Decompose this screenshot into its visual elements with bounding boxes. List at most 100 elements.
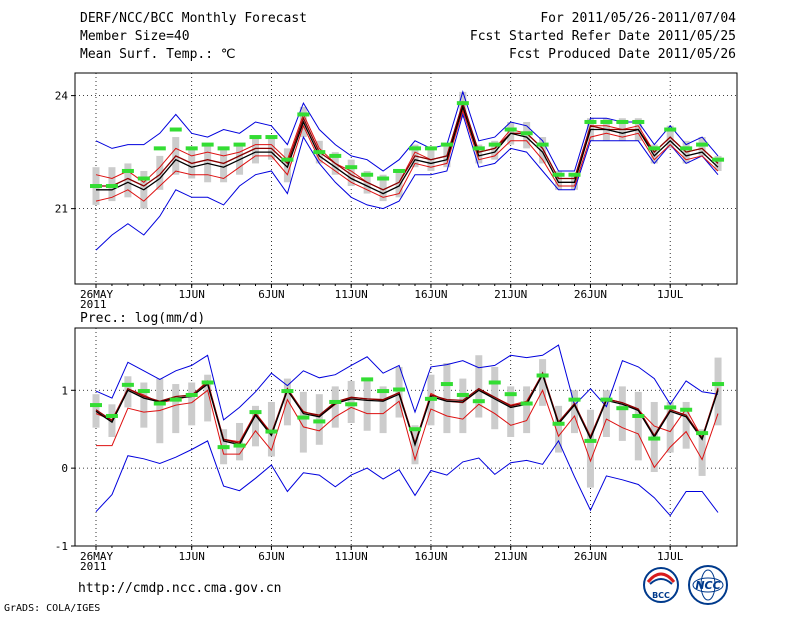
member-marker (680, 407, 693, 412)
member-marker (696, 142, 709, 147)
member-marker (424, 396, 437, 401)
member-marker (281, 157, 294, 162)
member-marker (185, 146, 198, 151)
spread-box (571, 390, 578, 434)
lower-line (95, 109, 719, 202)
ncc-logo-text: NCC (695, 579, 720, 592)
mean-line (96, 104, 719, 195)
y-tick-label: 24 (55, 90, 69, 103)
spread-box (92, 394, 100, 428)
member-marker (169, 127, 182, 132)
member-marker (297, 415, 310, 420)
member-marker (664, 127, 677, 132)
grads-credit: GrADS: COLA/IGES (4, 603, 101, 614)
member-marker (552, 172, 565, 177)
spread-box (443, 363, 451, 434)
member-marker (472, 146, 485, 151)
x-tick-label: 1JUN (178, 550, 205, 563)
spread-box (507, 386, 515, 437)
member-marker (584, 438, 597, 443)
member-marker (217, 146, 230, 151)
source-url[interactable]: http://cmdp.ncc.cma.gov.cn (78, 581, 282, 596)
member-marker (313, 150, 326, 155)
plot-frame (74, 327, 738, 547)
member-marker (680, 146, 693, 151)
member-marker (153, 146, 166, 151)
x-tick-label: 2011 (80, 560, 107, 573)
member-size: Member Size=40 (80, 29, 190, 44)
spread-box (283, 378, 291, 426)
member-marker (233, 443, 246, 448)
member-marker (472, 399, 485, 404)
x-tick-label: 1JUL (657, 550, 684, 563)
x-tick-label: 26MAY (80, 288, 113, 301)
member-marker (265, 135, 278, 140)
member-marker (552, 421, 565, 426)
spread-box (379, 386, 387, 434)
spread-box (252, 405, 259, 447)
member-marker (424, 146, 437, 151)
spread-box (523, 386, 531, 434)
member-marker (185, 392, 198, 397)
x-tick-label: 11JUN (335, 288, 368, 301)
variable-label: Mean Surf. Temp.: ℃ (80, 47, 236, 62)
max-line (95, 90, 719, 172)
upper-line (95, 101, 719, 191)
member-marker (90, 403, 102, 408)
spread-box (347, 159, 355, 187)
member-marker (696, 431, 709, 436)
member-marker (313, 419, 326, 424)
x-tick-label: 26JUN (574, 288, 607, 301)
member-marker (137, 389, 150, 394)
member-marker (456, 101, 469, 106)
spread-box (459, 378, 467, 434)
member-marker (265, 429, 278, 434)
member-marker (536, 373, 549, 378)
spread-box (379, 174, 387, 202)
spread-box (156, 155, 164, 190)
spread-box (252, 137, 259, 164)
member-marker (377, 176, 390, 181)
x-tick-label: 16JUN (414, 550, 447, 563)
spread-box (555, 170, 563, 190)
plot-frame (74, 72, 738, 285)
member-marker (393, 387, 406, 392)
header-right: For 2011/05/26-2011/07/04 Fcst Started R… (470, 10, 736, 64)
spread-box (395, 170, 403, 198)
spread-box (666, 401, 674, 453)
member-marker (568, 397, 581, 402)
spread-box (539, 359, 547, 406)
x-tick-label: 26MAY (80, 550, 113, 563)
member-marker (361, 377, 374, 382)
member-marker (281, 389, 294, 394)
spread-box (539, 137, 547, 164)
x-tick-label: 1JUN (178, 288, 205, 301)
member-marker (345, 402, 358, 407)
member-marker (121, 382, 134, 387)
spread-box (475, 355, 483, 418)
precip-title: Prec.: log(mm/d) (80, 311, 205, 326)
spread-box (698, 429, 706, 476)
member-marker (616, 406, 629, 411)
spread-box (124, 376, 132, 408)
chart-title: DERF/NCC/BCC Monthly Forecast (80, 11, 307, 26)
max-line (95, 344, 719, 421)
member-marker (329, 399, 342, 404)
member-marker (90, 184, 102, 189)
bcc-logo: BCC (643, 567, 679, 603)
spread-box (491, 366, 499, 430)
mean-line (95, 373, 719, 447)
member-marker (440, 382, 453, 387)
y-tick-label: 1 (61, 384, 68, 397)
y-tick-label: -1 (55, 540, 68, 553)
spread-box (220, 148, 228, 183)
min-line (95, 112, 719, 251)
x-tick-label: 21JUN (494, 288, 527, 301)
spread-box (267, 401, 275, 457)
member-marker (632, 413, 645, 418)
member-marker (249, 135, 262, 140)
spread-box (491, 140, 499, 160)
